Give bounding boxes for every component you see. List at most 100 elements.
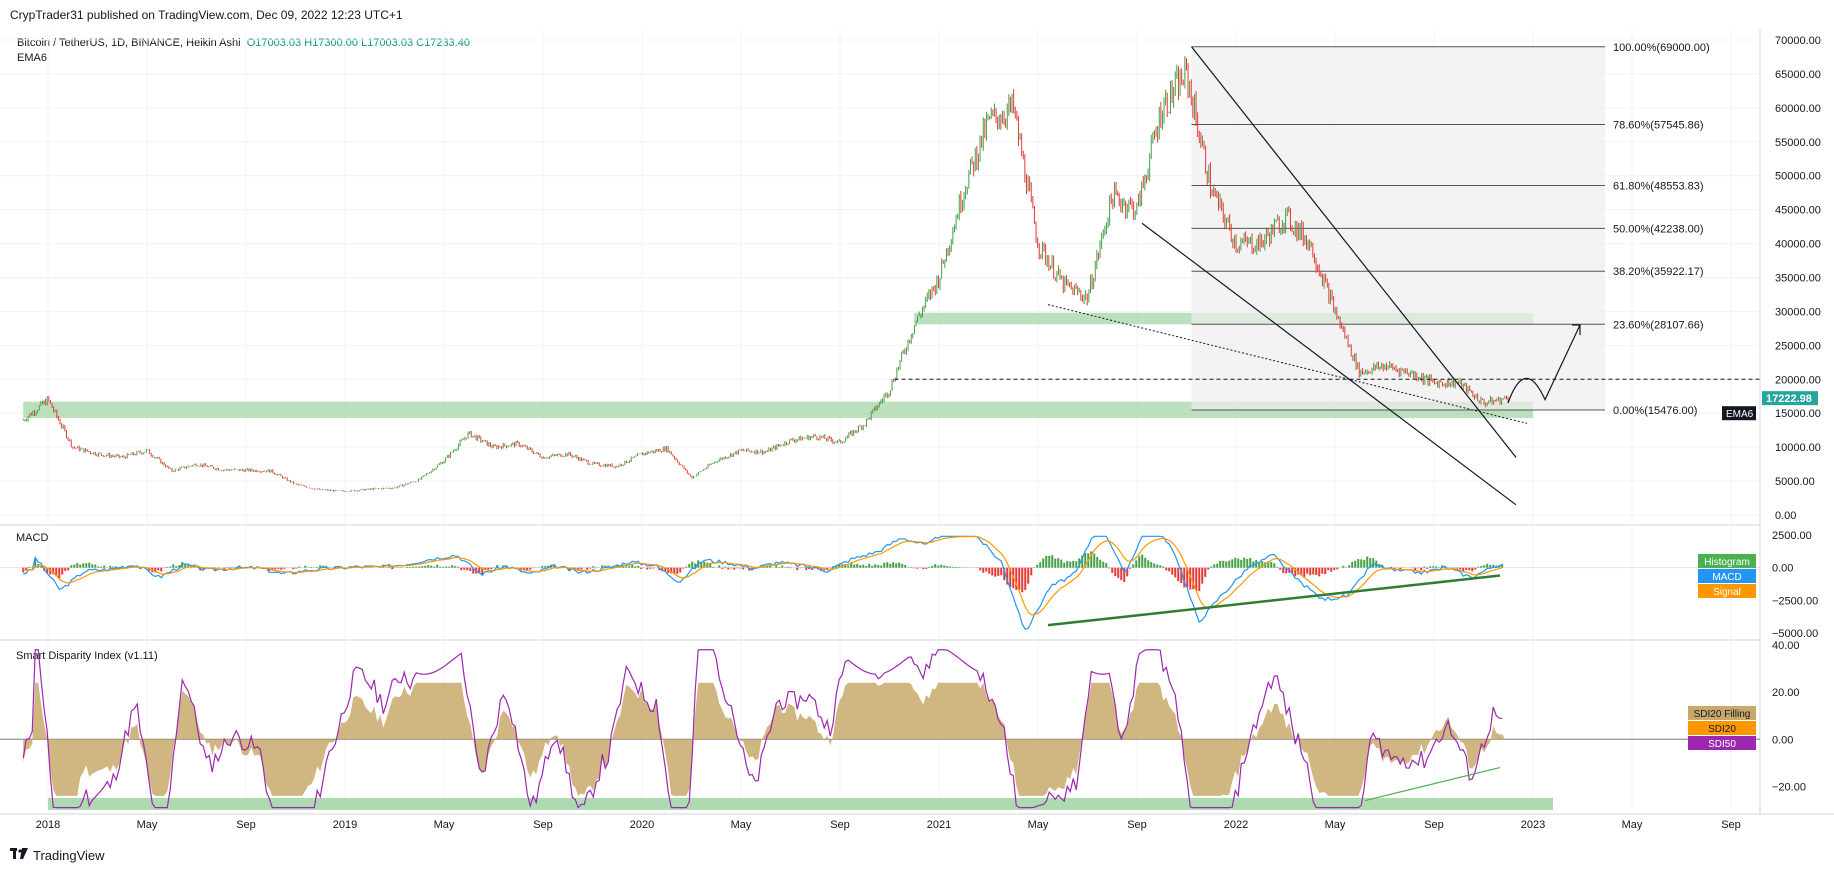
macd-histogram-bar <box>304 565 307 568</box>
macd-histogram-bar <box>115 566 118 568</box>
macd-histogram-bar <box>154 567 157 573</box>
sdi-legend-label: SDI20 Filling <box>1694 709 1751 720</box>
macd-histogram-bar <box>1015 567 1018 590</box>
x-tick-label: May <box>731 819 752 831</box>
macd-histogram-bar <box>1282 567 1285 574</box>
macd-histogram-bar <box>1204 567 1207 577</box>
macd-histogram-bar <box>487 567 490 570</box>
macd-histogram-bar <box>1069 561 1072 568</box>
x-tick-label: Sep <box>1127 819 1147 831</box>
projection-arrow <box>1507 324 1581 404</box>
macd-histogram-bar <box>391 567 394 570</box>
sdi-oversold-zone <box>48 797 1553 810</box>
macd-histogram-bar <box>64 567 67 571</box>
macd-histogram-bar <box>97 566 100 568</box>
support-zone <box>23 401 1533 418</box>
macd-histogram-bar <box>52 567 55 575</box>
macd-histogram-bar <box>1132 564 1135 568</box>
macd-histogram-bar <box>829 567 832 569</box>
macd-histogram-bar <box>1483 565 1486 568</box>
macd-histogram-bar <box>1156 564 1159 568</box>
macd-histogram-bar <box>1060 559 1063 568</box>
footer-brand: TradingView <box>10 848 105 863</box>
macd-histogram-bar <box>1279 567 1282 570</box>
x-tick-label: May <box>137 819 158 831</box>
macd-histogram-bar <box>685 566 688 568</box>
macd-histogram-bar <box>1489 564 1492 568</box>
sdi50-line <box>22 649 1503 809</box>
macd-histogram-bar <box>808 567 811 570</box>
last-price-label: 17222.98 <box>1766 393 1812 405</box>
macd-histogram-bar <box>1255 560 1258 568</box>
macd-histogram-bar <box>649 567 652 569</box>
descending-trendline <box>1191 46 1517 458</box>
macd-histogram-bar <box>928 566 931 568</box>
macd-histogram-bar <box>991 567 994 576</box>
macd-histogram-bar <box>943 565 946 568</box>
macd-histogram-bar <box>979 567 982 571</box>
macd-histogram-bar <box>1372 558 1375 568</box>
macd-histogram-bar <box>1351 561 1354 568</box>
macd-histogram-bar <box>472 567 475 574</box>
macd-histogram-bar <box>985 567 988 572</box>
macd-histogram-bar <box>586 567 589 570</box>
macd-histogram-bar <box>646 567 649 570</box>
macd-histogram-bar <box>1273 563 1276 568</box>
macd-histogram-bar <box>568 567 571 571</box>
macd-legend-tag <box>1698 569 1756 583</box>
macd-histogram-bar <box>850 562 853 568</box>
macd-histogram-bar <box>1057 558 1060 568</box>
ema-legend[interactable]: EMA6 <box>17 52 47 64</box>
macd-histogram-bar <box>604 565 607 568</box>
tradingview-logo-icon <box>10 848 28 863</box>
macd-histogram-bar <box>1468 567 1471 571</box>
macd-histogram-bar <box>193 566 196 568</box>
macd-histogram-bar <box>76 563 79 568</box>
macd-histogram-bar <box>712 566 715 568</box>
price-tick-label: 65000.00 <box>1775 69 1821 81</box>
price-tick-label: 60000.00 <box>1775 103 1821 115</box>
macd-histogram-bar <box>1216 563 1219 568</box>
macd-histogram-bar <box>709 563 712 568</box>
macd-histogram-bar <box>367 567 370 568</box>
macd-tick-label: 0.00 <box>1772 563 1793 575</box>
chart-canvas[interactable]: 100.00%(69000.00) 78.60%(57545.86) 61.80%(… <box>0 0 1834 840</box>
macd-tick-label: 2500.00 <box>1772 530 1812 542</box>
macd-histogram-bar <box>1162 566 1165 568</box>
macd-histogram-bar <box>1054 558 1057 568</box>
macd-histogram-bar <box>1099 559 1102 568</box>
macd-histogram-bar <box>1198 567 1201 592</box>
projection-arrow-head <box>1572 324 1581 336</box>
macd-histogram-bar <box>1192 567 1195 590</box>
macd-histogram-bar <box>946 566 949 568</box>
x-tick-label: May <box>1028 819 1049 831</box>
macd-histogram-bar <box>1003 567 1006 581</box>
macd-histogram-bar <box>187 564 190 568</box>
macd-histogram-bar <box>85 563 88 568</box>
macd-histogram-bar <box>541 565 544 568</box>
macd-histogram-bar <box>82 563 85 568</box>
macd-histogram-bar <box>1174 567 1177 578</box>
macd-histogram-bar <box>25 567 28 571</box>
macd-histogram-bar <box>484 567 487 570</box>
macd-histogram-bar <box>637 565 640 568</box>
macd-histogram-bar <box>1093 553 1096 568</box>
macd-histogram-bar <box>427 565 430 568</box>
macd-histogram-bar <box>1096 557 1099 568</box>
macd-histogram-bar <box>868 563 871 568</box>
macd-histogram-bar <box>478 567 481 574</box>
macd-histogram-bar <box>895 563 898 568</box>
fib-level-label: 23.60%(28107.66) <box>1613 319 1704 331</box>
macd-histogram-bar <box>805 567 808 570</box>
sdi-title: Smart Disparity Index (v1.11) <box>16 650 158 662</box>
macd-histogram-bar <box>274 567 277 570</box>
macd-histogram-bar <box>1297 567 1300 575</box>
macd-histogram-bar <box>1111 567 1114 573</box>
x-tick-label: 2023 <box>1521 819 1545 831</box>
macd-histogram-bar <box>298 566 301 568</box>
macd-histogram-bar <box>700 561 703 568</box>
macd-histogram-bar <box>1399 567 1402 569</box>
macd-histogram-bar <box>1459 567 1462 570</box>
macd-histogram-bar <box>175 566 178 568</box>
macd-histogram-bar <box>1009 567 1012 587</box>
